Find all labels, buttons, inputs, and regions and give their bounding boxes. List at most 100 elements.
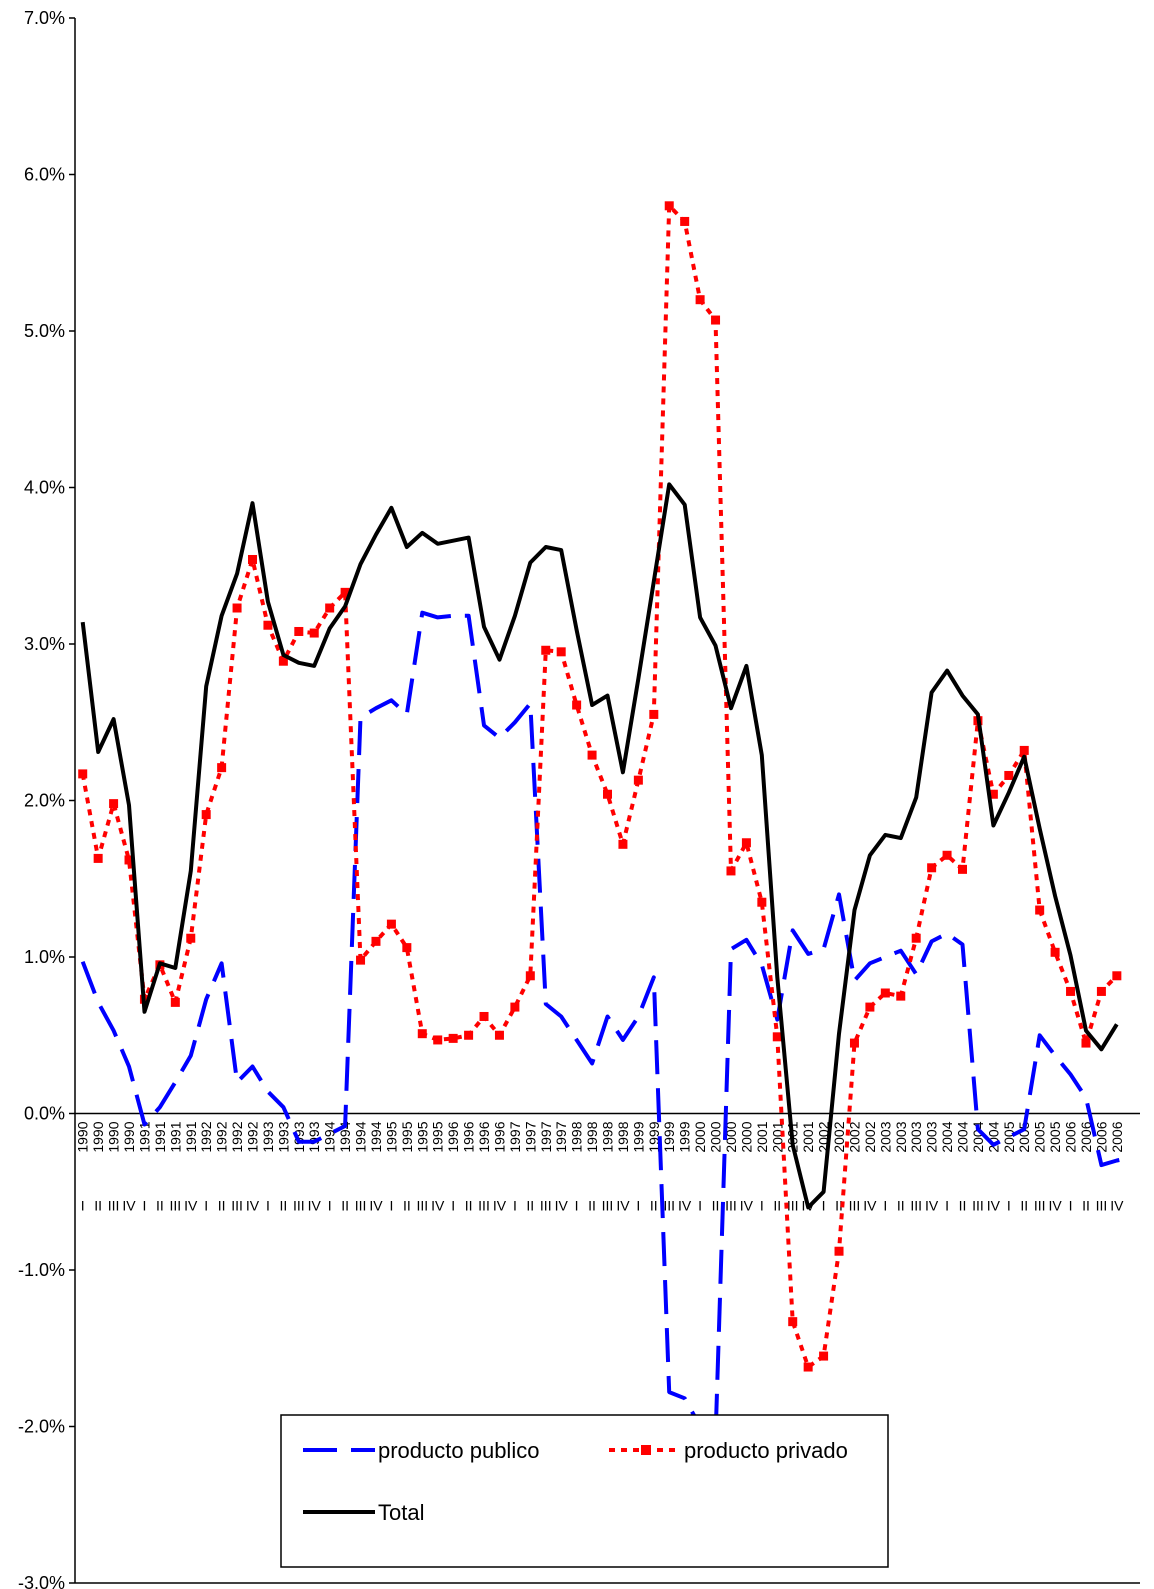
x-year-label: 1991	[152, 1121, 168, 1152]
x-year-label: 1990	[90, 1121, 106, 1152]
data-point-marker	[803, 1362, 813, 1372]
x-quarter-label: II	[650, 1198, 658, 1214]
data-point-marker	[479, 1011, 489, 1021]
x-quarter-label: I	[1069, 1198, 1073, 1214]
x-quarter-label: II	[465, 1198, 473, 1214]
x-quarter-label: II	[156, 1198, 164, 1214]
x-quarter-label: I	[328, 1198, 332, 1214]
legend-box	[280, 1414, 889, 1568]
data-point-marker	[217, 763, 227, 773]
data-point-marker	[896, 991, 906, 1001]
legend: producto publico producto privado Total	[280, 1414, 889, 1568]
x-quarter-label: I	[204, 1198, 208, 1214]
data-point-marker	[402, 943, 412, 953]
x-year-label: 1995	[383, 1121, 399, 1152]
x-year-label: 1996	[445, 1121, 461, 1152]
x-year-label: 2003	[924, 1121, 940, 1152]
data-point-marker	[927, 863, 937, 873]
data-point-marker	[386, 919, 396, 929]
data-point-marker	[464, 1030, 474, 1040]
x-quarter-label: IV	[369, 1198, 383, 1214]
x-year-label: 1992	[229, 1121, 245, 1152]
x-quarter-label: I	[760, 1198, 764, 1214]
x-quarter-label: III	[849, 1198, 861, 1214]
data-point-marker	[170, 997, 180, 1007]
data-point-marker	[417, 1029, 427, 1039]
x-year-label: 1993	[306, 1121, 322, 1152]
x-year-label: 2003	[893, 1121, 909, 1152]
x-year-label: 1999	[661, 1121, 677, 1152]
y-tick-label: -1.0%	[18, 1260, 65, 1280]
data-point-marker	[942, 850, 952, 860]
x-quarter-label: II	[526, 1198, 534, 1214]
x-year-label: 2000	[738, 1121, 754, 1152]
x-quarter-label: IV	[246, 1198, 260, 1214]
x-quarter-label: II	[773, 1198, 781, 1214]
y-tick-label: -3.0%	[18, 1573, 65, 1589]
x-quarter-label: II	[712, 1198, 720, 1214]
x-quarter-label: I	[822, 1198, 826, 1214]
x-year-label: 1998	[584, 1121, 600, 1152]
x-quarter-label: III	[1096, 1198, 1108, 1214]
x-quarter-label: IV	[740, 1198, 754, 1214]
data-point-marker	[124, 855, 134, 865]
x-year-label: 1994	[353, 1121, 369, 1152]
data-point-marker	[1019, 745, 1029, 755]
data-point-marker	[494, 1030, 504, 1040]
data-point-marker	[340, 587, 350, 597]
x-year-label: 2000	[692, 1121, 708, 1152]
x-quarter-label: II	[588, 1198, 596, 1214]
x-year-label: 1997	[522, 1121, 538, 1152]
x-year-label: 1992	[198, 1121, 214, 1152]
y-tick-label: 6.0%	[24, 165, 65, 185]
x-quarter-label: I	[266, 1198, 270, 1214]
data-point-marker	[232, 603, 242, 613]
data-point-marker	[911, 933, 921, 943]
data-point-marker	[356, 955, 366, 965]
x-year-label: 1997	[507, 1121, 523, 1152]
x-year-label: 1998	[615, 1121, 631, 1152]
data-point-marker	[865, 1002, 875, 1012]
x-quarter-label: III	[1034, 1198, 1046, 1214]
x-quarter-label: I	[389, 1198, 393, 1214]
x-quarter-label: I	[636, 1198, 640, 1214]
x-quarter-label: I	[575, 1198, 579, 1214]
legend-label: producto privado	[684, 1438, 848, 1463]
data-point-marker	[695, 295, 705, 305]
x-quarter-label: IV	[431, 1198, 445, 1214]
x-year-label: 2001	[754, 1121, 770, 1152]
x-quarter-label: IV	[122, 1198, 136, 1214]
data-point-marker	[788, 1317, 798, 1327]
x-year-label: 2002	[862, 1121, 878, 1152]
x-year-label: 2002	[846, 1121, 862, 1152]
x-year-label: 2002	[831, 1121, 847, 1152]
x-year-label: 1995	[414, 1121, 430, 1152]
x-quarter-label: III	[416, 1198, 428, 1214]
x-year-label: 1993	[260, 1121, 276, 1152]
x-quarter-label: II	[94, 1198, 102, 1214]
y-tick-label: 2.0%	[24, 791, 65, 811]
x-quarter-label: III	[478, 1198, 490, 1214]
x-year-label: 2004	[970, 1121, 986, 1152]
x-quarter-label: III	[540, 1198, 552, 1214]
x-quarter-label: III	[293, 1198, 305, 1214]
data-point-marker	[93, 853, 103, 863]
x-quarter-label: III	[602, 1198, 614, 1214]
data-point-marker	[1066, 986, 1076, 996]
data-point-marker	[309, 628, 319, 638]
x-quarter-label: IV	[925, 1198, 939, 1214]
x-quarter-label: II	[403, 1198, 411, 1214]
data-point-marker	[741, 838, 751, 848]
data-point-marker	[649, 709, 659, 719]
x-year-label: 1992	[245, 1121, 261, 1152]
x-year-label: 2004	[955, 1121, 971, 1152]
x-quarter-label: III	[169, 1198, 181, 1214]
x-quarter-label: I	[451, 1198, 455, 1214]
y-tick-label: 0.0%	[24, 1104, 65, 1124]
x-quarter-label: II	[897, 1198, 905, 1214]
x-quarter-label: III	[108, 1198, 120, 1214]
x-quarter-label: I	[945, 1198, 949, 1214]
series-line-total	[80, 482, 1119, 1210]
x-quarter-label: I	[143, 1198, 147, 1214]
